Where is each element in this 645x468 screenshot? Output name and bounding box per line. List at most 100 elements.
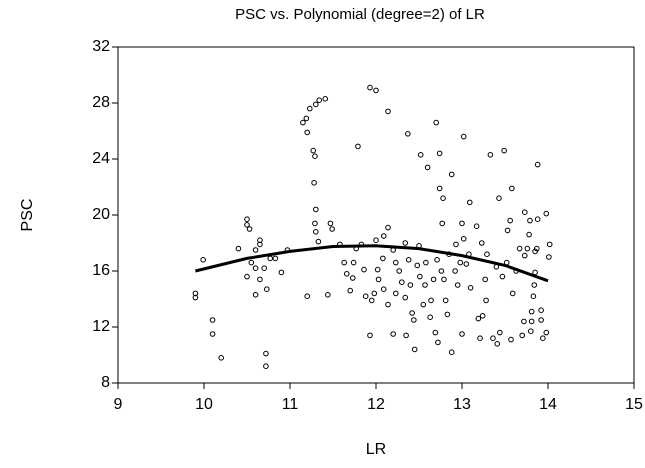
- scatter-point: [248, 259, 255, 266]
- scatter-point: [304, 293, 311, 300]
- scatter-point: [325, 292, 331, 298]
- scatter-point: [448, 349, 455, 356]
- scatter-point: [528, 308, 535, 315]
- chart-title: PSC vs. Polynomial (degree=2) of LR: [235, 6, 485, 23]
- scatter-point: [501, 147, 507, 154]
- scatter-point: [392, 290, 399, 297]
- x-axis-label: LR: [366, 441, 386, 458]
- x-tick-label: 14: [539, 396, 557, 413]
- y-axis-label: PSC: [19, 199, 36, 232]
- scatter-point: [361, 266, 367, 273]
- scatter-point: [402, 294, 409, 301]
- scatter-point: [463, 261, 470, 267]
- scatter-point: [192, 294, 199, 301]
- scatter-point: [380, 286, 387, 293]
- scatter-point: [390, 331, 397, 337]
- scatter-point: [534, 216, 541, 222]
- scatter-point: [420, 301, 427, 308]
- scatter-point: [527, 217, 533, 224]
- scatter-point: [367, 84, 373, 91]
- scatter-point: [409, 310, 415, 316]
- scatter-point: [519, 332, 526, 339]
- y-tick-label: 8: [101, 374, 110, 391]
- scatter-point: [508, 336, 514, 343]
- scatter-point: [516, 245, 523, 252]
- scatter-point: [313, 101, 319, 108]
- scatter-point: [434, 257, 440, 263]
- scatter-point: [428, 297, 434, 304]
- scatter-point: [312, 220, 318, 227]
- scatter-point: [300, 119, 306, 126]
- scatter-point: [452, 268, 458, 274]
- scatter-point: [407, 282, 414, 288]
- x-tick-label: 15: [625, 396, 643, 413]
- plot-frame: [117, 46, 635, 384]
- scatter-point: [448, 171, 455, 178]
- x-tick-label: 11: [282, 396, 299, 413]
- scatter-point: [310, 147, 317, 154]
- scatter-point: [341, 259, 347, 266]
- scatter-point: [540, 335, 546, 342]
- scatter-point: [532, 269, 538, 276]
- scatter-point: [343, 271, 350, 277]
- scatter-point: [521, 209, 528, 215]
- scatter-point: [350, 259, 357, 266]
- scatter-point: [385, 108, 391, 115]
- scatter-point: [504, 227, 511, 234]
- y-tick-label: 28: [92, 94, 110, 111]
- scatter-point: [272, 255, 279, 262]
- scatter-point: [303, 115, 310, 122]
- scatter-point: [347, 287, 354, 294]
- scatter-point: [475, 315, 482, 322]
- scatter-point: [362, 293, 369, 300]
- scatter-point: [494, 341, 501, 347]
- scatter-point: [459, 220, 465, 227]
- scatter-point: [440, 195, 446, 201]
- scatter-point: [417, 273, 423, 280]
- scatter-point: [459, 331, 465, 337]
- scatter-point: [304, 129, 311, 136]
- scatter-point: [374, 266, 381, 273]
- scatter-point: [375, 276, 382, 283]
- scatter-point: [261, 265, 268, 272]
- scatter-point: [478, 240, 485, 246]
- scatter-point: [422, 282, 428, 288]
- scatter-point: [252, 292, 259, 298]
- scatter-point: [441, 276, 447, 283]
- scatter-point: [385, 301, 391, 308]
- scatter-point: [405, 257, 412, 263]
- scatter-point: [433, 119, 440, 126]
- scatter-point: [263, 363, 269, 370]
- scatter-point: [315, 238, 322, 245]
- scatter-point: [454, 282, 461, 288]
- scatter-point: [435, 339, 441, 346]
- scatter-point: [427, 314, 433, 321]
- scatter-point: [436, 185, 443, 192]
- x-tick-label: 12: [367, 396, 385, 413]
- scatter-point: [538, 317, 544, 323]
- scatter-point: [385, 224, 391, 231]
- scatter-point: [423, 259, 429, 266]
- scatter-point: [316, 97, 323, 103]
- scatter-point: [373, 237, 379, 243]
- scatter-point: [466, 199, 473, 206]
- scatter-point: [473, 223, 480, 229]
- fit-line: [195, 244, 549, 283]
- scatter-point: [457, 259, 464, 266]
- scatter-point: [436, 150, 443, 157]
- x-tick-label: 9: [114, 396, 123, 413]
- scatter-point: [244, 273, 250, 280]
- scatter-point: [546, 254, 552, 260]
- scatter-point: [528, 318, 535, 325]
- scatter-point: [424, 164, 431, 171]
- scatter-point: [411, 317, 417, 323]
- scatter-point: [487, 152, 494, 158]
- scatter-point: [460, 236, 467, 242]
- scatter-point: [267, 255, 274, 262]
- scatter-point: [438, 268, 445, 274]
- scatter-point: [306, 105, 313, 112]
- scatter-point: [209, 317, 216, 323]
- scatter-point: [509, 290, 516, 297]
- y-tick-label: 24: [92, 150, 110, 167]
- scatter-point: [252, 265, 259, 272]
